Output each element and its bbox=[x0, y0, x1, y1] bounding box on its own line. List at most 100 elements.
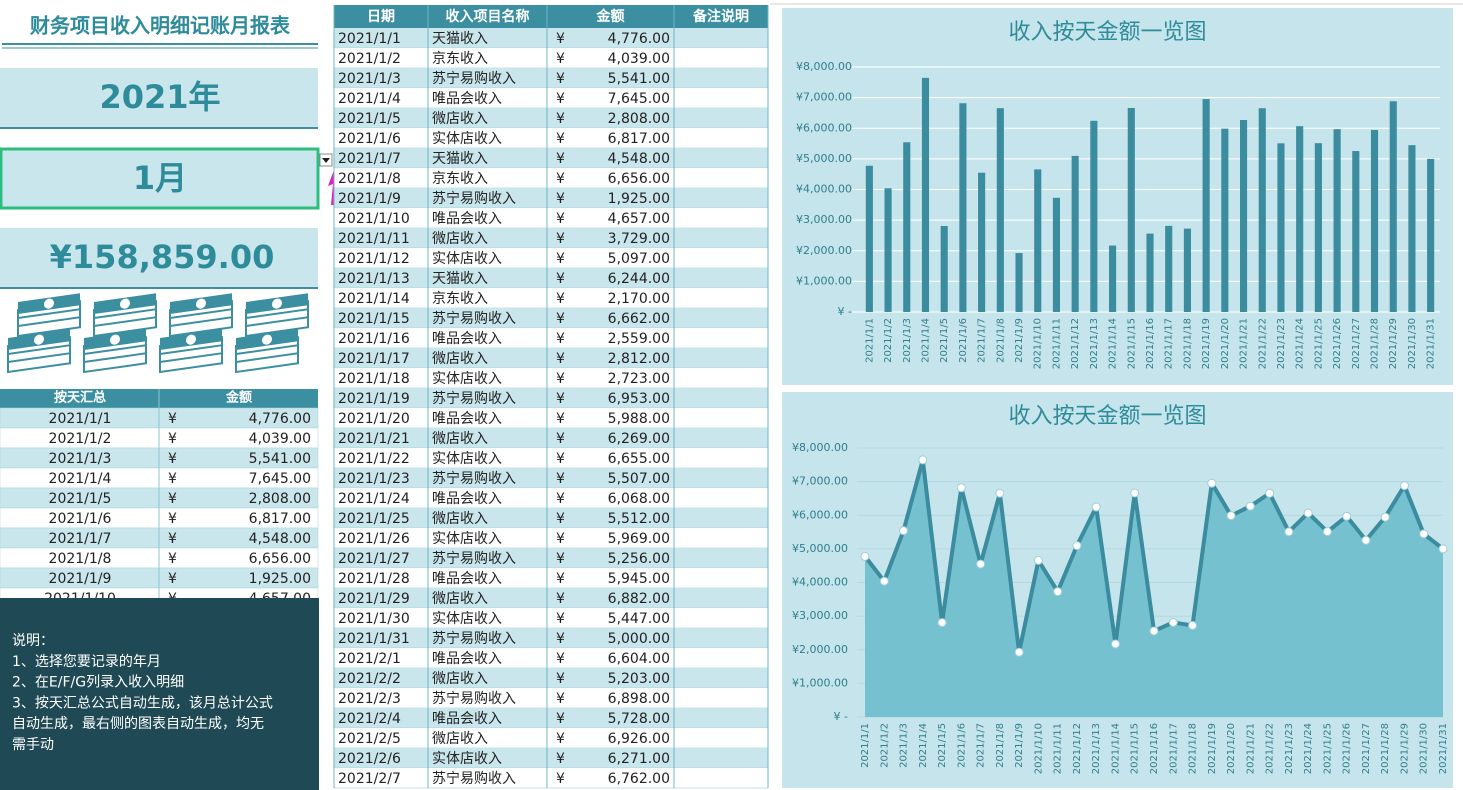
column-header: 日期 bbox=[367, 9, 395, 25]
table-row bbox=[334, 648, 768, 668]
money-bill bbox=[159, 352, 223, 374]
row-amount: 6,662.00 bbox=[608, 311, 670, 327]
bar bbox=[1427, 158, 1435, 312]
x-tick-label: 2021/1/10 bbox=[1033, 318, 1044, 369]
table-row bbox=[334, 48, 768, 68]
table-row bbox=[334, 448, 768, 468]
table-row bbox=[334, 668, 768, 688]
row-amount: 6,656.00 bbox=[608, 171, 670, 187]
row-item: 苏宁易购收入 bbox=[432, 390, 516, 407]
row-date: 2021/1/31 bbox=[338, 631, 410, 647]
x-tick-label: 2021/1/23 bbox=[1276, 318, 1287, 369]
y-tick-label: ¥5,000.00 bbox=[796, 152, 852, 165]
row-amount: 2,812.00 bbox=[608, 351, 670, 367]
bar bbox=[1165, 225, 1173, 312]
row-amount: 5,988.00 bbox=[608, 411, 670, 427]
row-currency: ¥ bbox=[556, 371, 565, 387]
point bbox=[1091, 502, 1101, 512]
point bbox=[1245, 501, 1255, 511]
row-amount: 5,728.00 bbox=[608, 711, 670, 727]
month: 1月 bbox=[133, 159, 187, 197]
table-row bbox=[334, 708, 768, 728]
y-tick-label: ¥6,000.00 bbox=[796, 121, 852, 134]
bar bbox=[1277, 143, 1285, 312]
row-item: 实体店收入 bbox=[432, 131, 502, 147]
row-amount: 5,969.00 bbox=[608, 531, 670, 547]
x-tick-label: 2021/1/29 bbox=[1388, 318, 1399, 369]
table-row bbox=[334, 308, 768, 328]
summary-date: 2021/1/6 bbox=[49, 511, 112, 527]
y-tick-label: ¥8,000.00 bbox=[796, 60, 852, 73]
row-currency: ¥ bbox=[556, 351, 565, 367]
row-currency: ¥ bbox=[556, 571, 565, 587]
row-date: 2021/1/13 bbox=[338, 271, 410, 287]
x-tick-label: 2021/1/29 bbox=[1399, 723, 1410, 774]
bar bbox=[1314, 143, 1322, 312]
row-date: 2021/1/25 bbox=[338, 511, 410, 527]
money-icon bbox=[169, 293, 233, 338]
row-amount: 2,170.00 bbox=[608, 291, 670, 307]
notes-panel bbox=[0, 598, 319, 790]
row-currency: ¥ bbox=[556, 651, 565, 667]
x-tick-label: 2021/1/26 bbox=[1332, 318, 1343, 369]
x-tick-label: 2021/1/27 bbox=[1361, 723, 1372, 774]
row-item: 实体店收入 bbox=[432, 451, 502, 467]
bar bbox=[959, 103, 967, 313]
bar bbox=[1183, 228, 1191, 312]
table-row bbox=[334, 208, 768, 228]
row-item: 实体店收入 bbox=[432, 251, 502, 267]
row-amount: 4,657.00 bbox=[608, 211, 670, 227]
row-amount: 6,604.00 bbox=[608, 651, 670, 667]
row-date: 2021/1/1 bbox=[338, 31, 401, 47]
row-amount: 5,203.00 bbox=[608, 671, 670, 687]
x-tick-label: 2021/1/6 bbox=[956, 723, 967, 768]
table-row bbox=[334, 288, 768, 308]
money-seal bbox=[272, 298, 282, 309]
row-item: 天猫收入 bbox=[432, 151, 488, 167]
point bbox=[1014, 647, 1024, 657]
month-box bbox=[0, 147, 320, 210]
x-tick-label: 2021/1/21 bbox=[1245, 723, 1256, 774]
x-tick-label: 2021/1/16 bbox=[1149, 723, 1160, 774]
summary-date: 2021/1/7 bbox=[49, 531, 112, 547]
row-item: 微店收入 bbox=[432, 591, 488, 607]
row-item: 唯品会收入 bbox=[432, 491, 502, 507]
x-tick-label: 2021/1/19 bbox=[1207, 723, 1218, 774]
x-tick-label: 2021/1/14 bbox=[1110, 723, 1121, 774]
bar bbox=[921, 77, 930, 312]
row-currency: ¥ bbox=[556, 731, 565, 747]
row-amount: 4,039.00 bbox=[608, 51, 670, 67]
money-seal bbox=[120, 298, 130, 309]
summary-date: 2021/1/4 bbox=[49, 471, 112, 487]
y-tick-label: ¥2,000.00 bbox=[796, 244, 852, 257]
point bbox=[937, 618, 947, 628]
summary-amount: 7,645.00 bbox=[249, 471, 311, 487]
x-tick-label: 2021/1/3 bbox=[902, 318, 913, 363]
x-tick-label: 2021/1/12 bbox=[1072, 723, 1083, 774]
x-tick-label: 2021/1/13 bbox=[1091, 723, 1102, 774]
summary-date: 2021/1/5 bbox=[49, 491, 112, 507]
row-amount: 5,945.00 bbox=[608, 571, 670, 587]
bar bbox=[1352, 151, 1360, 312]
x-tick-label: 2021/1/24 bbox=[1295, 318, 1306, 369]
money-seal bbox=[110, 334, 120, 345]
row-item: 微店收入 bbox=[432, 511, 488, 527]
x-tick-label: 2021/1/28 bbox=[1370, 318, 1381, 369]
row-currency: ¥ bbox=[556, 451, 565, 467]
bar bbox=[1052, 197, 1061, 312]
year: 2021年 bbox=[99, 78, 220, 116]
row-currency: ¥ bbox=[556, 291, 565, 307]
row-currency: ¥ bbox=[556, 131, 565, 147]
row-date: 2021/1/16 bbox=[338, 331, 410, 347]
row-amount: 5,256.00 bbox=[608, 551, 670, 567]
x-tick-label: 2021/1/1 bbox=[860, 723, 871, 768]
row-item: 实体店收入 bbox=[432, 531, 502, 547]
bar bbox=[940, 226, 948, 312]
row-amount: 2,559.00 bbox=[608, 331, 670, 347]
row-date: 2021/2/4 bbox=[338, 711, 401, 727]
point bbox=[1399, 481, 1409, 491]
x-tick-label: 2021/1/11 bbox=[1051, 318, 1062, 369]
row-item: 苏宁易购收入 bbox=[432, 550, 516, 567]
money-bill bbox=[83, 352, 147, 374]
